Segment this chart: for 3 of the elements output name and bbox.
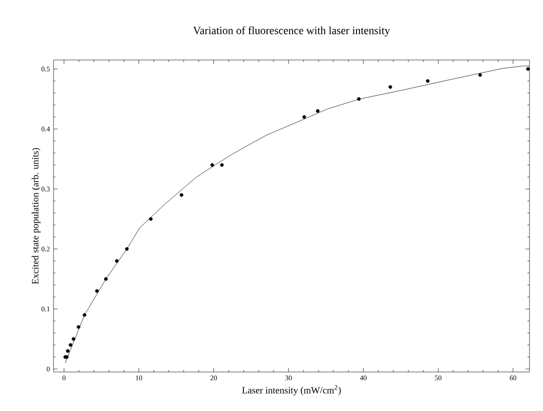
y-axis-title: Excited state population (arb. units) (32, 148, 40, 284)
x-axis-title: Laser intensity (mW/cm$^{2}$) (242, 385, 341, 396)
chart-title: Variation of fluorescence with laser intensity (193, 26, 390, 36)
